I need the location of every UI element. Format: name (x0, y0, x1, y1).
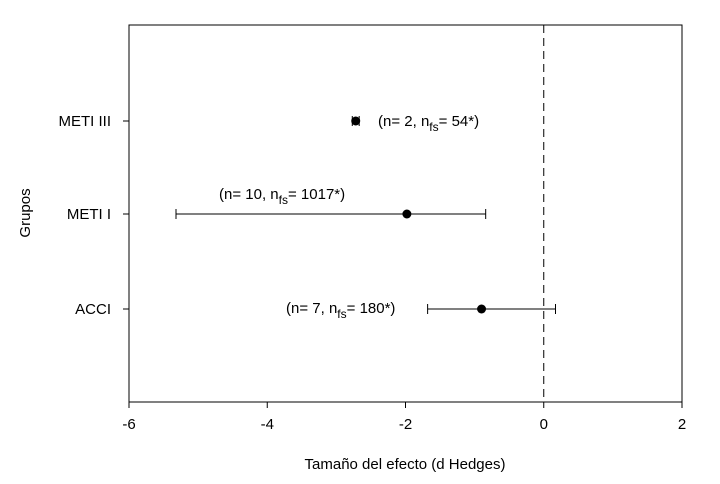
x-tick-label: 0 (540, 416, 548, 433)
effect-point (477, 304, 487, 314)
y-category-label: METI I (67, 206, 111, 223)
x-axis-title: Tamaño del efecto (d Hedges) (305, 456, 506, 473)
sample-size-annotation: (n= 10, nfs= 1017*) (219, 186, 345, 207)
y-category-label: METI III (59, 113, 112, 130)
x-tick-label: 2 (678, 416, 686, 433)
y-axis-title: Grupos (17, 188, 34, 237)
sample-size-annotation: (n= 7, nfs= 180*) (286, 300, 395, 321)
effect-point (351, 116, 361, 126)
y-category-label: ACCI (75, 301, 111, 318)
x-tick-label: -4 (261, 416, 274, 433)
sample-size-annotation: (n= 2, nfs= 54*) (378, 113, 479, 134)
x-tick-label: -6 (122, 416, 135, 433)
effect-point (402, 209, 412, 219)
x-tick-label: -2 (399, 416, 412, 433)
